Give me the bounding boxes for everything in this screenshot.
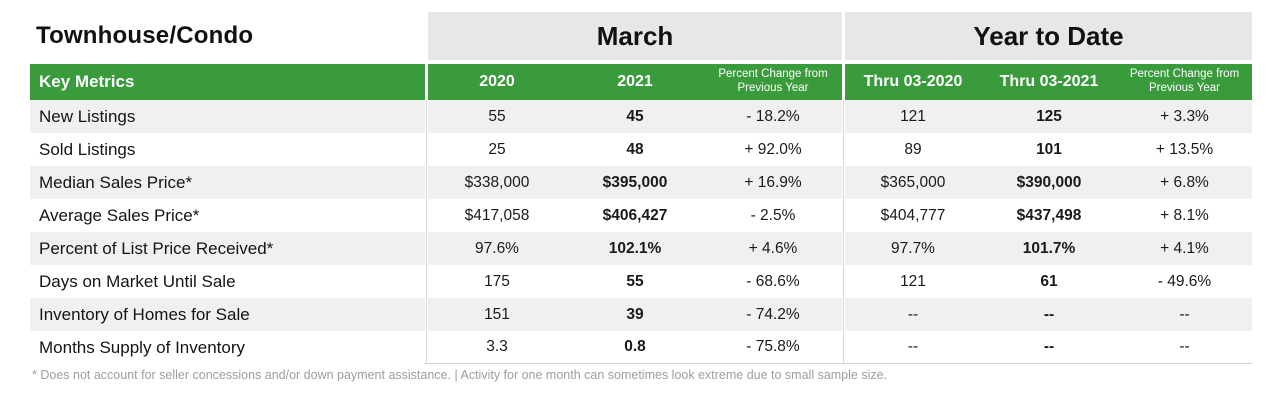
value-ytd-2021: 61 [1040, 272, 1058, 290]
value-ytd-2021: 101.7% [981, 232, 1117, 265]
ytd-group-header: Year to Date [845, 12, 1252, 60]
column-divider [425, 331, 428, 364]
value-ytd-2020: -- [845, 331, 981, 364]
value-march-2021: 48 [626, 140, 644, 158]
metric-name: Sold Listings [39, 139, 136, 159]
value-march-2020: $338,000 [428, 166, 566, 199]
value-ytd-2020: -- [845, 298, 981, 331]
value-march-pct-change: - 68.6% [746, 272, 800, 290]
value-ytd-pct-change: + 6.8% [1117, 166, 1252, 199]
column-divider [842, 232, 845, 265]
value-ytd-2021: 125 [981, 100, 1117, 133]
metrics-grid: Townhouse/Condo March Year to Date Key M… [30, 12, 1252, 364]
column-header-march-2021: 2021 [566, 64, 704, 100]
value-march-pct-change: + 92.0% [744, 140, 802, 158]
metric-name: Inventory of Homes for Sale [30, 298, 425, 331]
value-march-2020: 25 [488, 140, 506, 158]
value-ytd-pct-change: -- [1117, 298, 1252, 331]
value-ytd-2021: -- [981, 298, 1117, 331]
value-ytd-2020: $365,000 [845, 166, 981, 199]
value-march-2020: 175 [484, 272, 510, 290]
report-title: Townhouse/Condo [36, 22, 254, 49]
column-header-march-pct-change: Percent Change from Previous Year [704, 64, 842, 100]
value-ytd-2020: 97.7% [845, 232, 981, 265]
value-march-pct-change: + 4.6% [704, 232, 842, 265]
value-march-2020: $417,058 [464, 206, 530, 224]
value-march-2020: 97.6% [428, 232, 566, 265]
value-ytd-pct-change: -- [1117, 331, 1252, 364]
value-march-pct-change: + 16.9% [704, 166, 842, 199]
value-ytd-pct-change: + 13.5% [1155, 140, 1214, 158]
column-divider [425, 166, 428, 199]
column-header-ytd-2021: Thru 03-2021 [981, 64, 1117, 100]
metric-name: Median Sales Price* [30, 166, 425, 199]
metric-name: Months Supply of Inventory [39, 337, 246, 357]
column-divider [842, 100, 845, 133]
value-ytd-pct-change: + 4.1% [1117, 232, 1252, 265]
value-march-2020: 3.3 [428, 331, 566, 364]
metric-name: New Listings [30, 100, 425, 133]
column-divider [425, 199, 428, 232]
value-ytd-2021: $437,498 [1016, 206, 1082, 224]
value-ytd-2020: 121 [845, 100, 981, 133]
row-spacer [30, 60, 1252, 64]
column-divider [842, 166, 845, 199]
column-divider [425, 232, 428, 265]
march-group-header: March [428, 12, 842, 60]
value-ytd-2021: -- [981, 331, 1117, 364]
value-march-2020: 151 [428, 298, 566, 331]
value-ytd-pct-change: + 8.1% [1160, 206, 1209, 224]
column-divider [425, 298, 428, 331]
value-march-2021: 102.1% [566, 232, 704, 265]
value-march-pct-change: - 75.8% [704, 331, 842, 364]
value-ytd-2020: $404,777 [880, 206, 946, 224]
metric-name: Days on Market Until Sale [39, 271, 236, 291]
value-ytd-2021: 101 [1036, 140, 1062, 158]
column-divider [425, 265, 428, 298]
value-ytd-2020: 121 [900, 272, 926, 290]
footnote: * Does not account for seller concession… [32, 368, 888, 382]
value-ytd-2021: $390,000 [981, 166, 1117, 199]
value-march-2021: 55 [626, 272, 644, 290]
metric-name: Average Sales Price* [39, 205, 200, 225]
value-march-2021: 45 [566, 100, 704, 133]
value-march-pct-change: - 18.2% [704, 100, 842, 133]
column-header-ytd-2020: Thru 03-2020 [845, 64, 981, 100]
value-march-pct-change: - 74.2% [704, 298, 842, 331]
column-divider [842, 331, 845, 364]
value-march-2020: 55 [428, 100, 566, 133]
value-march-2021: $395,000 [566, 166, 704, 199]
value-ytd-2020: 89 [904, 140, 922, 158]
column-divider [842, 199, 845, 232]
value-march-pct-change: - 2.5% [750, 206, 796, 224]
column-header-ytd-pct-change: Percent Change from Previous Year [1117, 64, 1252, 100]
value-ytd-pct-change: - 49.6% [1157, 272, 1212, 290]
column-divider [842, 298, 845, 331]
value-march-2021: 0.8 [566, 331, 704, 364]
value-march-2021: $406,427 [602, 206, 668, 224]
column-divider [842, 265, 845, 298]
column-divider [842, 133, 845, 166]
value-ytd-pct-change: + 3.3% [1117, 100, 1252, 133]
column-header-march-2020: 2020 [428, 64, 566, 100]
metric-name: Percent of List Price Received* [30, 232, 425, 265]
value-march-2021: 39 [566, 298, 704, 331]
column-divider [425, 100, 428, 133]
key-metrics-header: Key Metrics [30, 64, 425, 100]
column-divider [425, 133, 428, 166]
